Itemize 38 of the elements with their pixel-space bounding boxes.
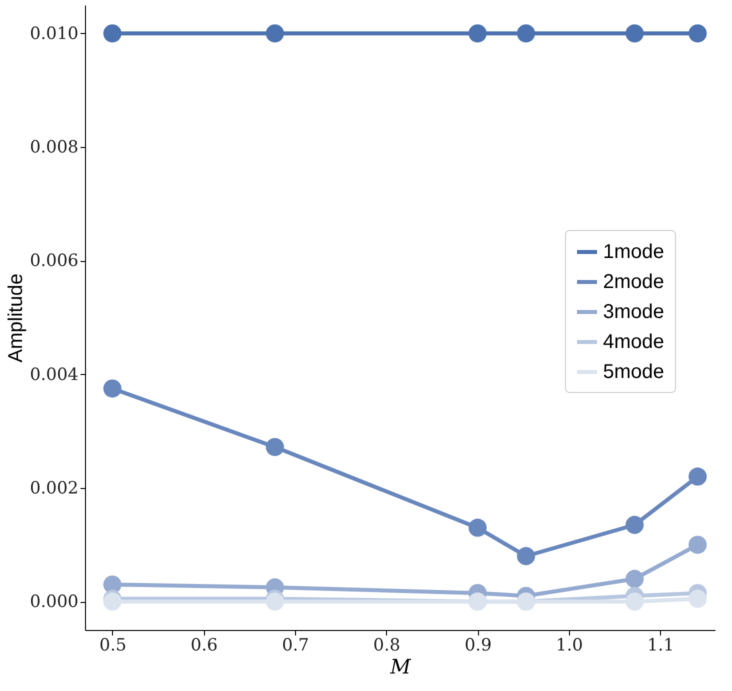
point xyxy=(688,24,707,42)
y-tick-label: 0.000 xyxy=(30,592,78,612)
x-tick-label: 0.6 xyxy=(190,636,218,656)
x-tick-label: 1.0 xyxy=(556,636,583,656)
point xyxy=(626,24,644,42)
y-tick-label: 0.002 xyxy=(30,478,78,498)
point xyxy=(103,24,122,42)
point xyxy=(516,24,536,42)
point xyxy=(688,468,707,486)
point xyxy=(688,590,707,608)
x-axis-title: M xyxy=(389,654,412,678)
point xyxy=(103,379,122,398)
y-tick-label: 0.004 xyxy=(30,364,78,385)
point xyxy=(468,518,487,537)
x-tick-label: 0.5 xyxy=(99,636,126,656)
x-tick-label: 1.1 xyxy=(647,636,674,656)
x-tick-label: 0.9 xyxy=(464,636,492,656)
point xyxy=(103,592,122,611)
legend-label: 2mode xyxy=(603,271,664,293)
y-tick-label: 0.010 xyxy=(30,24,78,44)
x-tick-label: 0.7 xyxy=(282,636,310,656)
point xyxy=(626,570,644,588)
legend-label: 1mode xyxy=(603,241,664,263)
x-tick-label: 0.8 xyxy=(373,636,400,656)
point xyxy=(266,24,284,42)
point xyxy=(516,547,536,566)
point xyxy=(468,24,487,42)
legend-label: 4mode xyxy=(603,331,664,353)
legend-label: 5mode xyxy=(603,361,664,383)
point xyxy=(626,592,644,611)
legend-label: 3mode xyxy=(603,301,664,323)
point xyxy=(626,516,644,534)
point xyxy=(266,592,284,611)
point xyxy=(266,438,284,456)
y-axis-title: Amplitude xyxy=(4,274,27,362)
y-tick-label: 0.006 xyxy=(30,251,78,272)
y-tick-label: 0.008 xyxy=(30,138,78,158)
point xyxy=(688,536,707,554)
